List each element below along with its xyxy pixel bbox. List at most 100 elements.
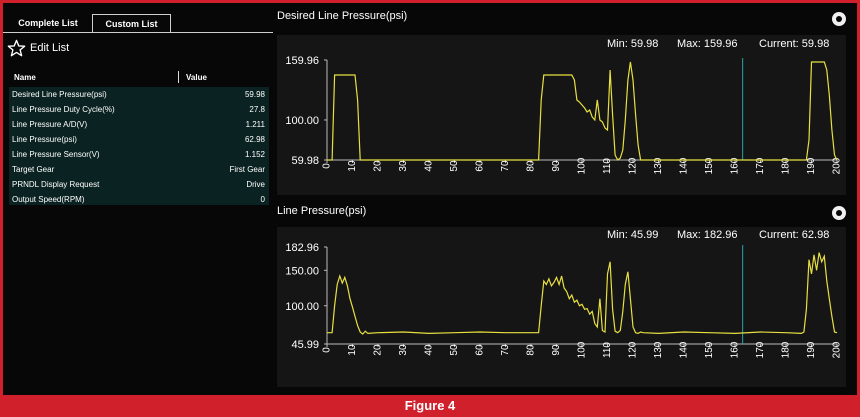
parameter-list: Desired Line Pressure(psi) 59.98 Line Pre… [9,87,269,205]
column-header-value[interactable]: Value [186,73,207,82]
chart-title-desired-line-pressure: Desired Line Pressure(psi) [277,10,408,22]
desired-line-pressure-chart[interactable]: Min: 59.98 Max: 159.96 Current: 59.98 159.9… [277,35,846,195]
stat-max: Max: 159.96 [677,38,738,50]
param-value: Drive [246,180,265,189]
param-name: Target Gear [12,165,55,174]
list-item[interactable]: Line Pressure Duty Cycle(%) 27.8 [9,102,269,117]
tab-divider [3,32,273,33]
x-tick-label: 20 [373,344,384,356]
param-value: 1.211 [245,120,265,129]
x-tick-label: 30 [398,344,409,356]
x-tick-label: 50 [449,160,460,172]
star-icon [7,39,26,56]
x-tick-label: 130 [653,341,664,358]
series-line [327,61,838,161]
x-tick-label: 40 [424,160,435,172]
x-tick-label: 150 [704,157,715,174]
stat-current: Current: 62.98 [759,229,829,241]
x-tick-label: 140 [679,157,690,174]
stat-min: Min: 45.99 [607,229,658,241]
edit-list-button[interactable]: Edit List [7,39,69,57]
x-tick-label: 200 [832,341,843,358]
x-tick-label: 180 [781,341,792,358]
x-tick-label: 80 [526,344,537,356]
param-value: 27.8 [249,105,265,114]
y-tick-label: 182.96 [285,242,319,254]
x-tick-label: 190 [806,341,817,358]
list-item[interactable]: PRNDL Display Request Drive [9,177,269,192]
list-item[interactable]: Line Pressure(psi) 62.98 [9,132,269,147]
x-tick-label: 190 [806,157,817,174]
stat-min: Min: 59.98 [607,38,658,50]
stat-max: Max: 182.96 [677,229,738,241]
x-tick-label: 70 [500,344,511,356]
line-pressure-chart[interactable]: Min: 45.99 Max: 182.96 Current: 62.98 182.9… [277,227,846,387]
column-resize-handle[interactable] [178,71,179,83]
x-tick-label: 130 [653,157,664,174]
param-value: 0 [260,195,265,204]
x-tick-label: 80 [526,160,537,172]
param-name: PRNDL Display Request [12,180,100,189]
x-tick-label: 20 [373,160,384,172]
figure-caption: Figure 4 [404,398,456,413]
chart-svg: Min: 59.98 Max: 159.96 Current: 59.98 159.9… [285,38,843,174]
tab-complete-list[interactable]: Complete List [18,18,78,28]
x-tick-label: 100 [577,157,588,174]
series-line [327,252,838,335]
x-tick-label: 120 [628,157,639,174]
edit-list-label: Edit List [30,42,70,54]
y-tick-label: 150.00 [285,265,319,277]
param-value: 59.98 [244,90,265,99]
x-tick-label: 0 [322,163,333,169]
x-tick-label: 120 [628,341,639,358]
x-tick-label: 180 [781,157,792,174]
list-item[interactable]: Line Pressure A/D(V) 1.211 [9,117,269,132]
param-name: Desired Line Pressure(psi) [12,90,107,99]
list-item[interactable]: Desired Line Pressure(psi) 59.98 [9,87,269,102]
list-item[interactable]: Output Speed(RPM) 0 [9,192,269,207]
x-tick-label: 90 [551,344,562,356]
x-tick-label: 200 [832,157,843,174]
param-value: 1.152 [244,150,265,159]
chart-settings-gear-icon[interactable] [832,12,846,26]
chart-title-line-pressure: Line Pressure(psi) [277,205,367,217]
list-item[interactable]: Target Gear First Gear [9,162,269,177]
x-tick-label: 150 [704,341,715,358]
x-tick-label: 40 [424,344,435,356]
x-tick-label: 10 [347,160,358,172]
column-header-name[interactable]: Name [14,73,36,82]
x-tick-label: 140 [679,341,690,358]
x-tick-label: 90 [551,160,562,172]
param-name: Output Speed(RPM) [12,195,85,204]
x-tick-label: 110 [602,342,613,358]
list-item[interactable]: Line Pressure Sensor(V) 1.152 [9,147,269,162]
y-tick-label: 100.00 [285,115,319,127]
y-tick-label: 45.99 [291,339,319,351]
y-tick-label: 59.98 [291,155,319,167]
x-tick-label: 30 [398,160,409,172]
param-name: Line Pressure Sensor(V) [12,150,100,159]
x-tick-label: 170 [755,341,766,358]
stat-current: Current: 59.98 [759,38,829,50]
list-header: Name Value [9,70,269,84]
x-tick-label: 60 [475,344,486,356]
y-tick-label: 100.00 [285,301,319,313]
chart-svg: Min: 45.99 Max: 182.96 Current: 62.98 182.9… [285,229,843,358]
x-tick-label: 100 [577,341,588,358]
x-tick-label: 170 [755,157,766,174]
x-tick-label: 160 [730,157,741,174]
param-name: Line Pressure(psi) [12,135,77,144]
param-value: First Gear [229,165,265,174]
x-tick-label: 50 [449,344,460,356]
param-name: Line Pressure A/D(V) [12,120,88,129]
x-tick-label: 10 [347,344,358,356]
param-name: Line Pressure Duty Cycle(%) [12,105,115,114]
tab-custom-list[interactable]: Custom List [92,14,171,33]
param-value: 62.98 [244,135,265,144]
x-tick-label: 160 [730,341,741,358]
x-tick-label: 70 [500,160,511,172]
x-tick-label: 110 [602,158,613,174]
chart-settings-gear-icon[interactable] [832,206,846,220]
x-tick-label: 60 [475,160,486,172]
y-tick-label: 159.96 [285,55,319,67]
